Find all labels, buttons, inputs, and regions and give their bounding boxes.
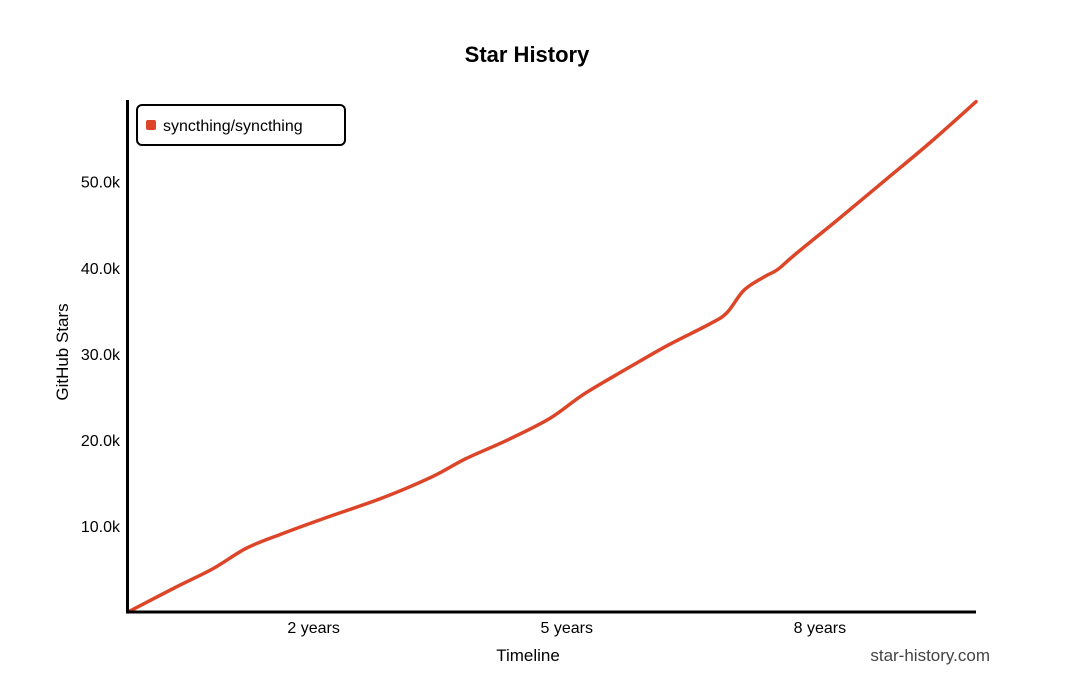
- y-tick-labels: 10.0k 20.0k 30.0k 40.0k 50.0k: [81, 175, 121, 536]
- x-tick-label: 2 years: [287, 620, 339, 637]
- chart-title: Star History: [465, 42, 590, 67]
- legend-box: [136, 104, 346, 146]
- legend: syncthing/syncthing: [136, 104, 346, 146]
- x-tick-labels: 2 years 5 years 8 years: [287, 620, 846, 637]
- y-tick-label: 50.0k: [81, 175, 121, 192]
- x-axis-label: Timeline: [496, 646, 560, 665]
- series-line-syncthing: [126, 99, 978, 614]
- legend-swatch: [146, 120, 156, 130]
- x-tick-label: 5 years: [541, 620, 593, 637]
- legend-label: syncthing/syncthing: [163, 118, 303, 135]
- y-tick-label: 10.0k: [81, 519, 121, 536]
- y-tick-label: 40.0k: [81, 261, 121, 278]
- x-tick-label: 8 years: [794, 620, 846, 637]
- y-axis-label: GitHub Stars: [53, 303, 72, 400]
- watermark: star-history.com: [870, 646, 990, 665]
- y-tick-label: 20.0k: [81, 433, 121, 450]
- y-tick-label: 30.0k: [81, 347, 121, 364]
